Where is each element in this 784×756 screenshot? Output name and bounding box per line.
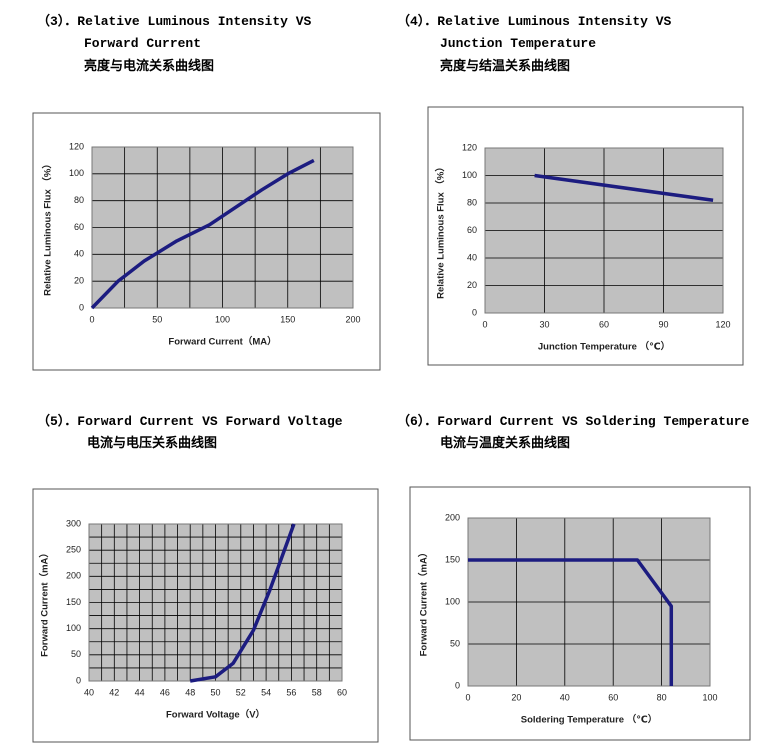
y-tick-label: 100 (69, 168, 84, 178)
chart-title: （5）．Forward Current VS Forward Voltage (37, 413, 343, 429)
y-tick-label: 60 (74, 222, 84, 232)
y-tick-label: 250 (66, 545, 81, 555)
y-tick-label: 100 (445, 596, 460, 606)
y-tick-label: 20 (74, 276, 84, 286)
y-tick-label: 150 (66, 597, 81, 607)
x-tick-label: 40 (560, 692, 570, 702)
x-tick-label: 44 (135, 687, 145, 697)
y-tick-label: 40 (74, 249, 84, 259)
data-line (534, 173, 714, 202)
data-line (189, 523, 296, 683)
y-tick-label: 80 (467, 197, 477, 207)
x-tick-label: 0 (465, 692, 470, 702)
y-axis-label: Forward Current（mA） (418, 548, 430, 657)
plot-border (467, 517, 711, 687)
y-tick-label: 0 (455, 680, 460, 690)
chart-title: （6）．Forward Current VS Soldering Tempera… (397, 413, 750, 429)
y-tick-label: 150 (445, 554, 460, 564)
chart-title-line: Junction Temperature (440, 36, 596, 51)
x-tick-label: 150 (280, 314, 295, 324)
plot-border (88, 523, 343, 682)
data-line (468, 558, 674, 686)
x-tick-label: 120 (715, 319, 730, 329)
x-tick-label: 60 (608, 692, 618, 702)
y-tick-label: 0 (472, 307, 477, 317)
x-tick-label: 58 (312, 687, 322, 697)
y-tick-label: 300 (66, 518, 81, 528)
chart-subtitle: 电流与电压关系曲线图 (87, 435, 217, 451)
x-axis-label: Forward Current（MA） (168, 336, 276, 348)
y-tick-label: 200 (445, 512, 460, 522)
chart-subtitle: 电流与温度关系曲线图 (440, 435, 570, 451)
y-tick-label: 20 (467, 280, 477, 290)
x-tick-label: 56 (286, 687, 296, 697)
x-tick-label: 50 (210, 687, 220, 697)
x-tick-label: 50 (152, 314, 162, 324)
x-tick-label: 60 (599, 319, 609, 329)
y-tick-label: 80 (74, 195, 84, 205)
chart-subtitle: 亮度与结温关系曲线图 (440, 58, 570, 74)
x-tick-label: 20 (511, 692, 521, 702)
chart-title: （4）．Relative Luminous Intensity VS (397, 13, 672, 29)
y-tick-label: 60 (467, 225, 477, 235)
x-tick-label: 42 (109, 687, 119, 697)
x-tick-label: 90 (658, 319, 668, 329)
x-tick-label: 200 (345, 314, 360, 324)
x-tick-label: 54 (261, 687, 271, 697)
x-tick-label: 48 (185, 687, 195, 697)
x-tick-label: 0 (89, 314, 94, 324)
y-tick-label: 0 (76, 675, 81, 685)
x-tick-label: 46 (160, 687, 170, 697)
y-axis-label: Forward Current（mA） (39, 548, 51, 657)
y-tick-label: 100 (66, 623, 81, 633)
y-tick-label: 120 (69, 141, 84, 151)
y-tick-label: 0 (79, 302, 84, 312)
x-tick-label: 0 (482, 319, 487, 329)
x-tick-label: 30 (539, 319, 549, 329)
x-tick-label: 80 (657, 692, 667, 702)
y-axis-label: Relative Luminous Flux （%） (42, 159, 54, 296)
x-tick-label: 60 (337, 687, 347, 697)
plot-border (484, 147, 724, 314)
y-tick-label: 100 (462, 170, 477, 180)
y-tick-label: 200 (66, 571, 81, 581)
x-axis-label: Soldering Temperature （℃） (521, 714, 657, 726)
y-axis-label: Relative Luminous Flux （%） (435, 162, 447, 299)
y-tick-label: 50 (71, 649, 81, 659)
x-tick-label: 40 (84, 687, 94, 697)
x-tick-label: 100 (702, 692, 717, 702)
x-axis-label: Junction Temperature （℃） (538, 341, 670, 353)
data-line (90, 158, 315, 310)
chart-title-line: Forward Current (84, 36, 201, 51)
y-tick-label: 120 (462, 142, 477, 152)
x-axis-label: Forward Voltage（V） (166, 709, 265, 721)
x-tick-label: 52 (236, 687, 246, 697)
plot-border (91, 146, 354, 309)
chart-title: （3）．Relative Luminous Intensity VS (37, 13, 312, 29)
x-tick-label: 100 (215, 314, 230, 324)
y-tick-label: 40 (467, 252, 477, 262)
chart-subtitle: 亮度与电流关系曲线图 (84, 58, 214, 74)
y-tick-label: 50 (450, 638, 460, 648)
